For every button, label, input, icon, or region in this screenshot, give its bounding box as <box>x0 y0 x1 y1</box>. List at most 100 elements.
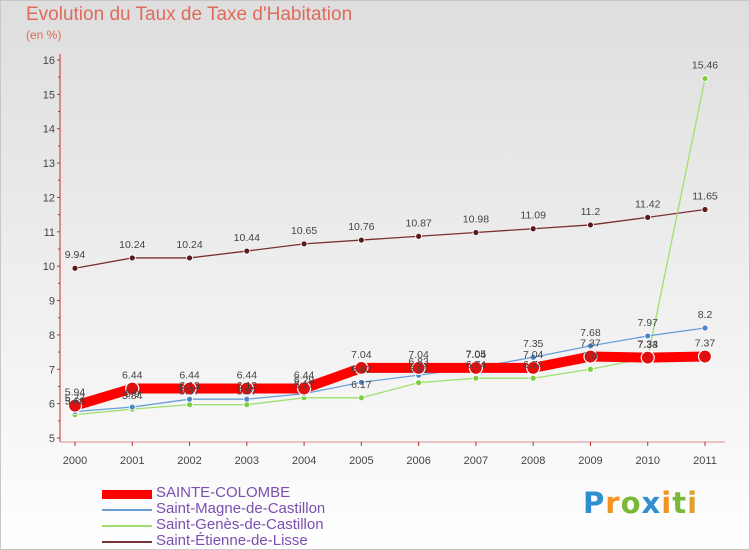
data-label: 10.24 <box>176 239 202 251</box>
data-label: 6.17 <box>351 379 372 391</box>
data-labels-layer: 9.94 10.24 10.24 10.44 10.65 10.76 10.87 10.98 1… <box>65 60 719 408</box>
data-label: 7.33 <box>638 339 659 351</box>
y-tick-label: 8 <box>49 330 55 342</box>
data-label: 8.2 <box>698 309 713 321</box>
data-label: 6.62 <box>351 363 372 375</box>
data-point <box>472 374 480 382</box>
y-tick-label: 13 <box>43 158 55 170</box>
series-layer <box>67 75 713 419</box>
x-tick-label: 2010 <box>635 455 659 467</box>
logo-letter: P <box>583 486 606 520</box>
logo-letter: i <box>661 486 673 520</box>
data-label: 7.04 <box>466 349 487 361</box>
data-point <box>583 349 598 364</box>
x-tick-label: 2004 <box>292 455 316 467</box>
data-label: 7.97 <box>638 317 659 329</box>
legend-label: Saint-Étienne-de-Lisse <box>156 532 308 549</box>
x-tick-label: 2001 <box>120 455 144 467</box>
data-point <box>182 381 197 396</box>
data-label: 5.84 <box>122 390 143 402</box>
series-line <box>70 351 710 411</box>
data-point <box>128 403 136 411</box>
y-tick-label: 12 <box>43 192 55 204</box>
data-point <box>239 381 254 396</box>
data-label: 11.09 <box>520 210 546 222</box>
x-tick-label: 2009 <box>578 455 602 467</box>
data-label: 7.68 <box>580 327 601 339</box>
y-tick-label: 5 <box>49 433 55 445</box>
data-label: 15.46 <box>692 60 718 72</box>
data-point <box>357 378 365 386</box>
data-label: 5.77 <box>65 393 86 405</box>
data-label: 6.17 <box>294 379 315 391</box>
data-label: 6.74 <box>523 359 544 371</box>
data-label: 5.68 <box>65 396 86 408</box>
data-point <box>415 232 423 240</box>
data-label: 9.94 <box>65 249 86 261</box>
data-point <box>354 360 369 375</box>
data-label: 10.76 <box>348 221 374 233</box>
data-point <box>296 381 312 396</box>
y-tick-label: 6 <box>49 399 55 411</box>
data-label: 6.44 <box>237 370 258 382</box>
data-point <box>411 360 426 375</box>
proxiti-logo: Proxiti <box>583 486 698 520</box>
legend-swatch <box>102 509 152 511</box>
data-label: 7.0 <box>583 350 598 362</box>
data-label: 6.44 <box>179 370 200 382</box>
data-point <box>125 381 140 396</box>
y-tick-label: 7 <box>49 364 55 376</box>
data-label: 7.04 <box>351 349 372 361</box>
data-point <box>587 342 594 350</box>
y-tick-label: 14 <box>43 124 55 136</box>
data-label: 10.98 <box>463 214 489 226</box>
series-line <box>74 208 706 269</box>
data-point <box>415 379 423 387</box>
data-point <box>644 213 652 221</box>
data-label: 6.44 <box>122 370 143 382</box>
x-tick-label: 2005 <box>349 455 373 467</box>
data-point <box>526 360 541 375</box>
legend-label: SAINTE-COLOMBE <box>156 484 291 501</box>
data-point <box>587 365 594 373</box>
data-point <box>472 229 480 236</box>
series-line <box>74 327 706 413</box>
x-tick-label: 2007 <box>464 455 488 467</box>
x-tick-label: 2008 <box>521 455 545 467</box>
data-label: 7.04 <box>408 349 429 361</box>
legend-label: Saint-Magne-de-Castillon <box>156 500 326 517</box>
data-label: 6.29 <box>294 375 315 387</box>
data-label: 10.24 <box>119 239 145 251</box>
logo-letter: i <box>687 486 699 520</box>
data-point <box>640 350 655 365</box>
legend-swatch <box>102 490 152 499</box>
logo-letter: t <box>672 486 688 520</box>
data-point <box>644 332 652 340</box>
series-line <box>74 77 706 416</box>
data-label: 6.13 <box>237 380 258 392</box>
data-point <box>357 236 365 244</box>
data-point <box>529 353 537 361</box>
data-label: 11.42 <box>635 198 661 210</box>
y-tick-label: 9 <box>49 296 55 308</box>
data-label: 7.05 <box>466 349 487 361</box>
data-point <box>701 75 709 82</box>
data-label: 6.13 <box>179 380 200 392</box>
data-point <box>529 225 537 233</box>
data-label: 7.04 <box>523 349 544 361</box>
logo-letter: r <box>605 486 621 520</box>
data-point <box>529 374 537 382</box>
data-point <box>300 240 308 248</box>
data-label: 10.44 <box>234 232 260 244</box>
data-point <box>186 254 193 262</box>
x-tick-label: 2006 <box>406 455 430 467</box>
data-point <box>71 264 79 272</box>
data-label: 5.94 <box>65 387 86 399</box>
x-tick-label: 2003 <box>235 455 259 467</box>
legend-swatch <box>102 525 152 527</box>
data-label: 6.83 <box>408 356 429 368</box>
data-label: 5.97 <box>179 386 200 398</box>
data-label: 5.97 <box>237 386 258 398</box>
